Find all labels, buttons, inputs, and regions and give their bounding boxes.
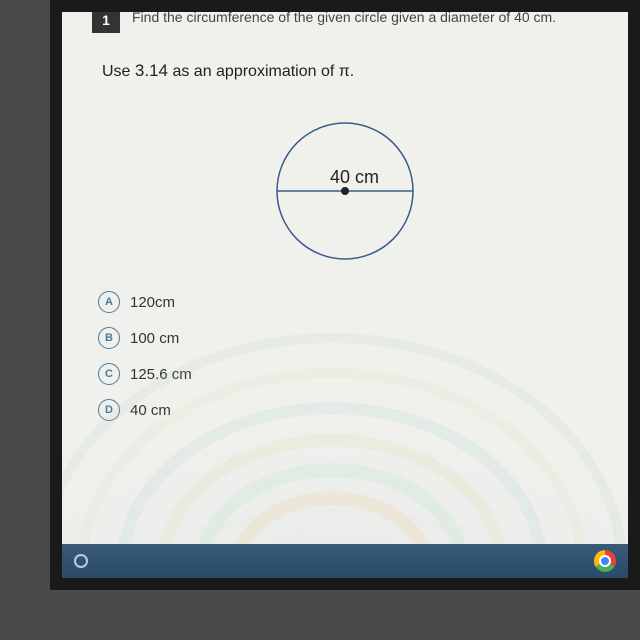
laptop-bezel: 1 Find the circumference of the given ci… (50, 0, 640, 590)
screen: 1 Find the circumference of the given ci… (62, 12, 628, 578)
start-icon[interactable] (74, 554, 88, 568)
diameter-label: 40 cm (330, 167, 379, 187)
question-header: 1 Find the circumference of the given ci… (92, 12, 598, 33)
option-d[interactable]: D 40 cm (98, 399, 598, 421)
chrome-icon[interactable] (594, 550, 616, 572)
option-b[interactable]: B 100 cm (98, 327, 598, 349)
taskbar[interactable] (62, 544, 628, 578)
option-a[interactable]: A 120cm (98, 291, 598, 313)
answer-options: A 120cm B 100 cm C 125.6 cm D 40 cm (98, 291, 598, 421)
option-letter: B (98, 327, 120, 349)
question-content: 1 Find the circumference of the given ci… (62, 12, 628, 421)
option-letter: D (98, 399, 120, 421)
instruction-suffix: as an approximation of π. (168, 63, 354, 80)
instruction-prefix: Use (102, 63, 135, 80)
option-text: 40 cm (130, 402, 171, 419)
option-text: 120cm (130, 294, 175, 311)
question-number-badge: 1 (92, 12, 120, 33)
option-letter: C (98, 363, 120, 385)
option-letter: A (98, 291, 120, 313)
question-prompt: Find the circumference of the given circ… (132, 12, 556, 25)
option-c[interactable]: C 125.6 cm (98, 363, 598, 385)
option-text: 125.6 cm (130, 366, 192, 383)
instruction-text: Use 3.14 as an approximation of π. (102, 61, 598, 81)
circle-diagram: 40 cm (265, 111, 425, 266)
pi-value: 3.14 (135, 61, 168, 80)
option-text: 100 cm (130, 330, 179, 347)
